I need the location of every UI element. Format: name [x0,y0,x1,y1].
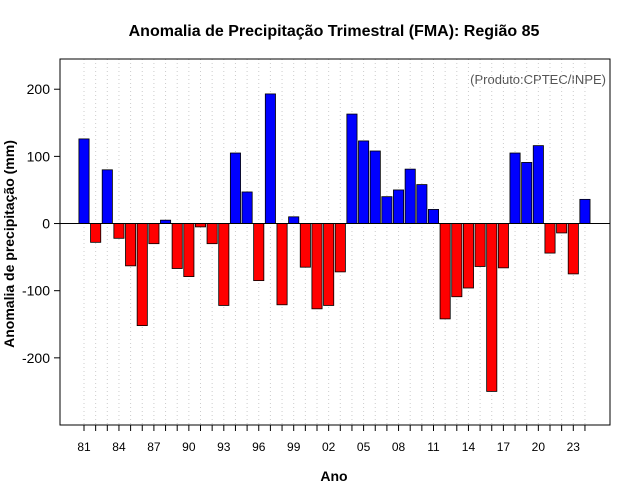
x-tick-label: 87 [147,440,161,454]
bar-14 [462,223,474,289]
bar-20 [532,145,544,224]
x-tick-label: 81 [77,440,91,454]
x-tick-label: 99 [287,440,301,454]
bar-21 [544,223,556,254]
x-tick-label: 02 [322,440,336,454]
y-tick-label: -200 [22,350,50,366]
bar-98 [276,223,288,306]
bar-86 [136,223,148,327]
bar-13 [451,223,463,298]
y-axis-label: Anomalia de precipitação (mm) [1,140,17,348]
bar-24 [579,198,591,224]
bar-01 [311,223,323,310]
bar-89 [171,223,183,269]
bar-07 [381,196,393,224]
bar-04 [346,113,358,224]
bar-95 [241,191,253,224]
bar-91 [194,223,206,228]
bar-08 [393,189,405,224]
bar-19 [521,162,533,224]
y-tick-label: 100 [27,148,51,164]
x-tick-label: 23 [567,440,581,454]
bar-92 [206,223,218,245]
bar-22 [556,223,568,234]
bar-17 [497,223,509,269]
bar-09 [404,168,416,224]
x-axis: 81 84 87 90 93 96 99 02 05 08 11 14 17 20 23 [77,425,586,454]
x-tick-label: 96 [252,440,266,454]
y-tick-label: -100 [22,283,50,299]
y-tick-label: 0 [42,216,50,232]
bar-94 [229,152,241,224]
bar-99 [288,216,300,224]
bar-23 [567,223,579,275]
x-tick-label: 20 [532,440,546,454]
bar-16 [486,223,498,392]
x-tick-label: 11 [427,440,440,454]
bar-83 [101,169,113,224]
bar-06 [369,150,381,224]
bar-93 [218,223,230,306]
bar-84 [113,223,125,239]
x-tick-label: 84 [112,440,126,454]
bar-00 [299,223,311,268]
bar-18 [509,152,521,224]
plot-frame [59,58,611,426]
bar-10 [416,184,428,224]
y-axis: -200 -100 0 100 200 [22,81,60,366]
bar-97 [264,93,276,224]
bar-88 [160,219,172,224]
bar-90 [183,223,195,277]
y-tick-label: 200 [27,81,51,97]
x-tick-label: 08 [392,440,406,454]
x-axis-label: Ano [320,468,347,484]
bar-12 [439,223,451,320]
bar-03 [334,223,346,273]
bar-87 [148,223,160,245]
x-tick-label: 90 [182,440,196,454]
x-tick-label: 93 [217,440,231,454]
bar-82 [90,223,102,243]
bars [78,93,591,392]
bar-05 [358,140,370,224]
x-tick-label: 14 [462,440,476,454]
chart-title: Anomalia de Precipitação Trimestral (FMA… [129,23,540,40]
bar-81 [78,138,90,224]
bar-85 [125,223,137,267]
bar-15 [474,223,486,267]
bar-11 [427,209,439,224]
bar-02 [323,223,335,306]
bar-96 [253,223,265,282]
x-tick-label: 17 [497,440,511,454]
x-tick-label: 05 [357,440,371,454]
